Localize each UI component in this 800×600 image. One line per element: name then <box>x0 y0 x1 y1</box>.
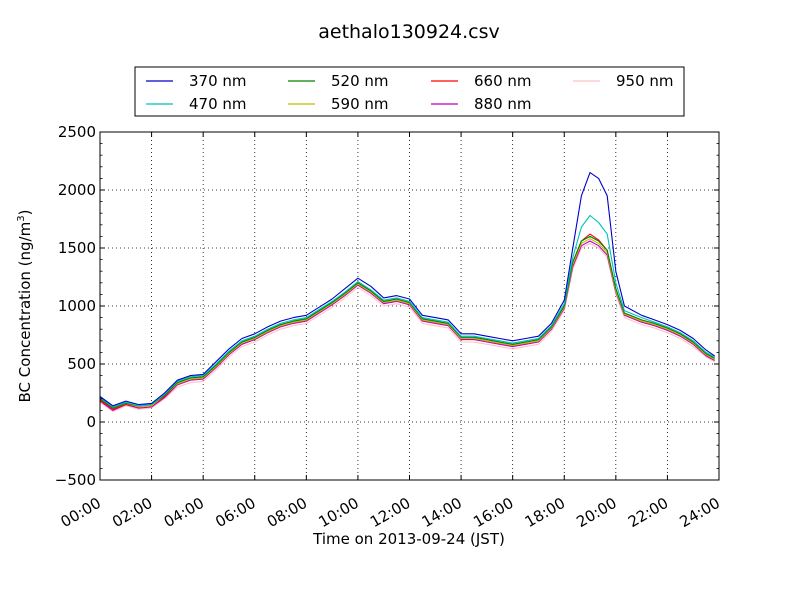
y-tick-label: 1000 <box>58 297 96 315</box>
y-tick-label: 0 <box>86 413 96 431</box>
y-axis-label: BC Concentration (ng/m3) <box>16 210 34 403</box>
series-layer <box>99 172 716 413</box>
series-line-470-nm <box>99 214 715 408</box>
legend-label-590-nm: 590 nm <box>331 95 389 113</box>
y-axis-label-close: ) <box>16 210 34 216</box>
y-tick-label: 1500 <box>58 239 96 257</box>
x-axis-label: Time on 2013-09-24 (JST) <box>312 530 505 548</box>
legend-label-520-nm: 520 nm <box>331 72 389 90</box>
series-line-370-nm <box>99 172 716 407</box>
series-line-590-nm <box>99 238 715 409</box>
axis-ticks <box>99 131 720 481</box>
series-line-950-nm <box>99 242 715 413</box>
chart-title: aethalo130924.csv <box>318 21 500 43</box>
legend-label-370-nm: 370 nm <box>189 72 247 90</box>
series-line-520-nm <box>99 235 715 409</box>
legend-label-880-nm: 880 nm <box>474 95 532 113</box>
y-tick-label: 2500 <box>58 123 96 141</box>
y-axis-label-superscript: 3 <box>16 215 27 221</box>
y-tick-labels: 2500 2000 1500 1000 500 0 −500 <box>55 123 96 489</box>
y-tick-label: −500 <box>55 471 96 489</box>
legend-label-660-nm: 660 nm <box>474 72 532 90</box>
legend-label-470-nm: 470 nm <box>189 95 247 113</box>
y-tick-label: 2000 <box>58 181 96 199</box>
y-tick-label: 500 <box>67 355 96 373</box>
y-axis-label-main: BC Concentration (ng/m <box>16 222 34 403</box>
legend: 370 nm 470 nm 520 nm 590 nm 660 nm 880 nm 950 … <box>134 66 685 117</box>
legend-label-950-nm: 950 nm <box>616 72 674 90</box>
legend-frame <box>134 66 685 117</box>
